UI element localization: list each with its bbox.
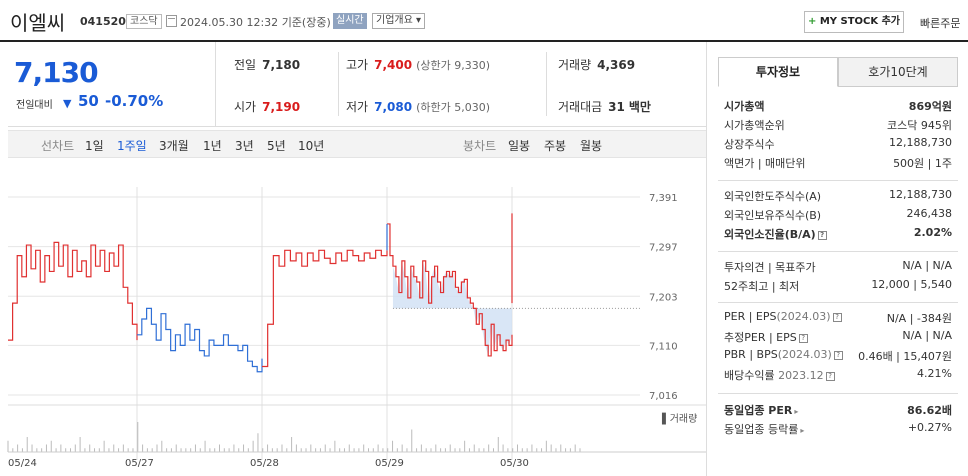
y-tick-label: 7,297 bbox=[649, 243, 678, 254]
price-line-series bbox=[8, 241, 138, 341]
tab-invest-info[interactable]: 투자정보 bbox=[718, 57, 838, 87]
price-line-series bbox=[387, 223, 513, 357]
change-amount: 50 bbox=[78, 92, 99, 110]
candle-chart-label: 봉차트 bbox=[463, 139, 497, 153]
row-listed-shares: 상장주식수 12,188,730 bbox=[724, 136, 952, 151]
row-52week: 52주최고 | 최저 12,000 | 5,540 bbox=[724, 278, 952, 293]
price-stats: 전일 7,180 고가 7,400 (상한가 9,330) 거래량 4,369 시가 7,… bbox=[216, 42, 706, 126]
calendar-icon bbox=[166, 15, 177, 27]
chart-period-bar: 선차트 1일 1주일 3개월 1년 3년 5년 10년 봉차트 일봉 주봉 월봉 bbox=[8, 130, 706, 158]
tab-order-book[interactable]: 호가10단계 bbox=[838, 57, 958, 87]
price-line-series bbox=[262, 249, 388, 368]
row-investment-opinion: 투자의견 | 목표주가 N/A | N/A bbox=[724, 259, 952, 274]
row-pbr-bps: PBR | BPS(2024.03)? 0.46배 | 15,407원 bbox=[724, 348, 952, 363]
stat-amount: 거래대금 31 백만 bbox=[558, 100, 651, 114]
period-5y[interactable]: 5년 bbox=[267, 139, 286, 153]
help-icon[interactable]: ? bbox=[817, 231, 827, 240]
help-icon[interactable]: ? bbox=[832, 313, 842, 322]
down-triangle-icon: ▼ bbox=[63, 97, 72, 110]
period-10y[interactable]: 10년 bbox=[298, 139, 325, 153]
quote-datetime: 2024.05.30 12:32 기준(장중) bbox=[180, 16, 331, 29]
chevron-down-icon: ▾ bbox=[416, 15, 422, 26]
price-line-series bbox=[137, 307, 263, 373]
help-icon[interactable]: ? bbox=[798, 334, 808, 343]
stat-prev-close: 전일 7,180 bbox=[234, 58, 301, 72]
stat-open: 시가 7,190 bbox=[234, 100, 301, 114]
help-icon[interactable]: ? bbox=[825, 372, 835, 381]
stock-header: 이엘씨 041520 코스닥 2024.05.30 12:32 기준(장중) 실… bbox=[0, 0, 968, 42]
quick-order-link[interactable]: 빠른주문 bbox=[920, 17, 961, 30]
y-tick-label: 7,016 bbox=[649, 391, 678, 402]
company-overview-button[interactable]: 기업개요 ▾ bbox=[372, 13, 426, 29]
chevron-right-icon: ▸ bbox=[794, 407, 799, 416]
info-tabs: 투자정보 호가10단계 bbox=[718, 57, 958, 87]
row-sector-per: 동일업종 PER ▸ 86.62배 bbox=[724, 404, 952, 417]
period-1w[interactable]: 1주일 bbox=[117, 139, 147, 153]
x-tick-label: 05/29 bbox=[375, 458, 404, 469]
row-per-eps: PER | EPS(2024.03)? N/A | -384원 bbox=[724, 310, 952, 325]
candle-weekly[interactable]: 주봉 bbox=[544, 139, 567, 153]
row-foreign-limit: 외국인한도주식수(A) 12,188,730 bbox=[724, 188, 952, 203]
price-chart: 7,391 7,297 7,203 7,110 7,016 ▌거래량 05/24 05/27 0… bbox=[7, 187, 706, 469]
x-tick-label: 05/24 bbox=[8, 458, 37, 469]
market-badge: 코스닥 bbox=[126, 14, 162, 29]
candle-monthly[interactable]: 월봉 bbox=[580, 139, 603, 153]
volume-label: ▌거래량 bbox=[661, 412, 697, 425]
period-1y[interactable]: 1년 bbox=[203, 139, 222, 153]
change-label: 전일대비 bbox=[16, 100, 53, 111]
row-sector-rate: 동일업종 등락률 ▸ +0.27% bbox=[724, 421, 952, 436]
y-tick-label: 7,203 bbox=[649, 292, 678, 303]
period-3m[interactable]: 3개월 bbox=[159, 139, 189, 153]
row-foreign-ratio: 외국인소진율(B/A)? 2.02% bbox=[724, 226, 952, 241]
x-tick-label: 05/27 bbox=[125, 458, 154, 469]
y-tick-label: 7,110 bbox=[649, 341, 678, 352]
x-tick-label: 05/30 bbox=[500, 458, 529, 469]
stat-volume: 거래량 4,369 bbox=[558, 58, 636, 72]
candle-daily[interactable]: 일봉 bbox=[508, 139, 531, 153]
y-tick-label: 7,391 bbox=[649, 193, 678, 204]
stat-high: 고가 7,400 (상한가 9,330) bbox=[346, 58, 490, 72]
stock-name: 이엘씨 bbox=[10, 11, 66, 35]
row-market-cap: 시가총액 869억원 bbox=[724, 100, 952, 113]
chevron-right-icon: ▸ bbox=[800, 426, 805, 435]
change-percent: -0.70% bbox=[105, 92, 164, 110]
row-par-value: 액면가 | 매매단위 500원 | 1주 bbox=[724, 157, 952, 170]
line-chart-label: 선차트 bbox=[41, 139, 75, 153]
help-icon[interactable]: ? bbox=[833, 351, 843, 360]
current-price: 7,130 bbox=[14, 56, 99, 89]
period-3y[interactable]: 3년 bbox=[235, 139, 254, 153]
row-dividend-yield: 배당수익률 2023.12? 4.21% bbox=[724, 367, 952, 382]
stock-code: 041520 bbox=[80, 15, 126, 28]
plus-icon: + bbox=[807, 16, 817, 27]
row-foreign-holding: 외국인보유주식수(B) 246,438 bbox=[724, 207, 952, 222]
current-price-box: 7,130 전일대비 ▼ 50 -0.70% bbox=[8, 42, 216, 126]
row-market-cap-rank: 시가총액순위 코스닥 945위 bbox=[724, 119, 952, 132]
my-stock-add-button[interactable]: + MY STOCK 추가 bbox=[804, 11, 904, 33]
x-tick-label: 05/28 bbox=[250, 458, 279, 469]
realtime-badge[interactable]: 실시간 bbox=[333, 13, 367, 29]
period-1d[interactable]: 1일 bbox=[85, 139, 104, 153]
stat-low: 저가 7,080 (하한가 5,030) bbox=[346, 100, 490, 114]
row-est-per-eps: 추정PER | EPS? N/A | N/A bbox=[724, 329, 952, 344]
